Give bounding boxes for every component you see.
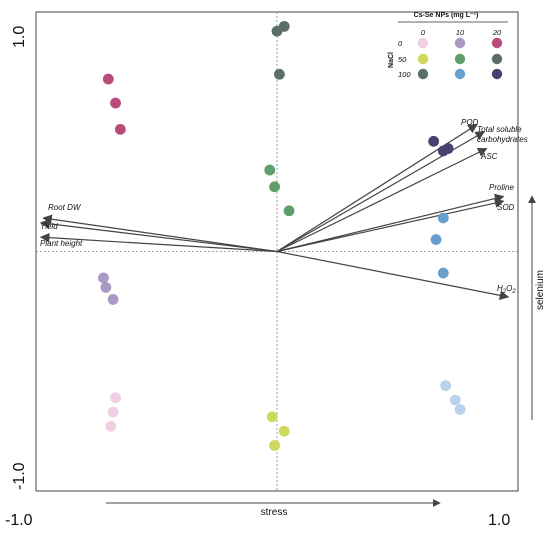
y-axis-label: selenium <box>535 270 546 310</box>
point-nacl100-csse20-2 <box>442 143 454 154</box>
point-nacl50-csse20-2 <box>274 68 285 80</box>
x-tick-right: 1.0 <box>488 512 510 529</box>
loading-label-total-soluble-carbohydrates: Total soluble carbohydrates <box>477 125 528 144</box>
legend-dot-r1-c1 <box>454 53 466 65</box>
x-axis-label: stress <box>261 507 288 518</box>
legend-dot-r1-c0 <box>417 53 429 65</box>
point-nacl100-csse20-0 <box>428 135 440 147</box>
legend-dot-r2-c0 <box>417 68 429 80</box>
point-nacl50-csse0-0 <box>266 411 278 423</box>
y-tick-bottom: -1.0 <box>11 462 28 490</box>
point-nacl50-csse10-1 <box>269 181 280 193</box>
legend-title: Cs-Se NPs (mg L⁻¹) <box>414 12 479 19</box>
y-tick-top: 1.0 <box>11 26 28 48</box>
point-nacl100-csse10-light-1 <box>449 394 461 406</box>
loading-label-proline: Proline <box>489 183 514 192</box>
point-nacl0-csse10-0 <box>98 272 109 284</box>
point-nacl100-csse10-0 <box>437 212 449 224</box>
loading-label-root-dw: Root DW <box>48 203 82 212</box>
point-nacl0-csse10-1 <box>100 282 112 293</box>
point-nacl100-csse10-light-0 <box>440 380 452 392</box>
point-nacl50-csse20-1 <box>271 25 283 37</box>
legend-col-2: 20 <box>492 28 502 37</box>
point-nacl50-csse0-2 <box>269 440 280 451</box>
loading-arrow-yield <box>39 219 278 253</box>
loading-arrow-root-dw <box>42 214 278 253</box>
legend-dot-r0-c0 <box>417 37 429 49</box>
loading-arrow-asc <box>276 147 488 253</box>
legend: Cs-Se NPs (mg L⁻¹) NaCl 0 10 20 0 50 100 <box>388 12 508 80</box>
point-nacl0-csse20-2 <box>114 123 126 135</box>
legend-dot-r0-c2 <box>491 37 503 49</box>
legend-dot-r1-c2 <box>491 53 503 65</box>
loading-label-sod: SOD <box>497 203 515 212</box>
legend-dot-r2-c1 <box>454 68 466 80</box>
point-nacl0-csse10-2 <box>107 294 119 305</box>
loading-arrow-h2o2 <box>276 250 510 301</box>
legend-row-title: NaCl <box>388 52 395 68</box>
loading-arrow-sod <box>276 198 505 253</box>
loading-label-h2o2: H2O2 <box>497 284 516 295</box>
point-nacl50-csse10-2 <box>283 205 295 217</box>
loading-label-asc: ASC <box>480 152 498 161</box>
point-nacl50-csse10-0 <box>264 164 276 176</box>
loading-label-pod: POD <box>461 118 479 127</box>
point-nacl0-csse0-2 <box>105 420 117 432</box>
point-nacl100-csse10-light-2 <box>454 404 466 415</box>
point-nacl50-csse0-1 <box>278 425 290 437</box>
loading-arrow-plant-height <box>39 232 278 253</box>
legend-dot-r0-c1 <box>454 37 466 49</box>
loading-label-plant-height: Plant height <box>40 239 83 248</box>
legend-col-0: 0 <box>421 28 426 37</box>
legend-row-2: 100 <box>398 70 411 79</box>
legend-dot-r2-c2 <box>491 68 503 80</box>
legend-col-1: 10 <box>456 28 465 37</box>
point-nacl0-csse20-0 <box>102 73 114 85</box>
legend-row-1: 50 <box>398 55 407 64</box>
point-nacl0-csse0-0 <box>110 392 121 403</box>
point-nacl100-csse10-2 <box>437 267 449 279</box>
x-tick-left: -1.0 <box>5 512 33 529</box>
point-nacl0-csse0-1 <box>107 406 119 418</box>
loading-arrow-proline <box>276 193 505 253</box>
point-nacl0-csse20-1 <box>110 97 121 109</box>
point-nacl100-csse10-1 <box>430 234 442 245</box>
legend-row-0: 0 <box>398 39 403 48</box>
loading-label-yield: Yield <box>40 222 58 231</box>
